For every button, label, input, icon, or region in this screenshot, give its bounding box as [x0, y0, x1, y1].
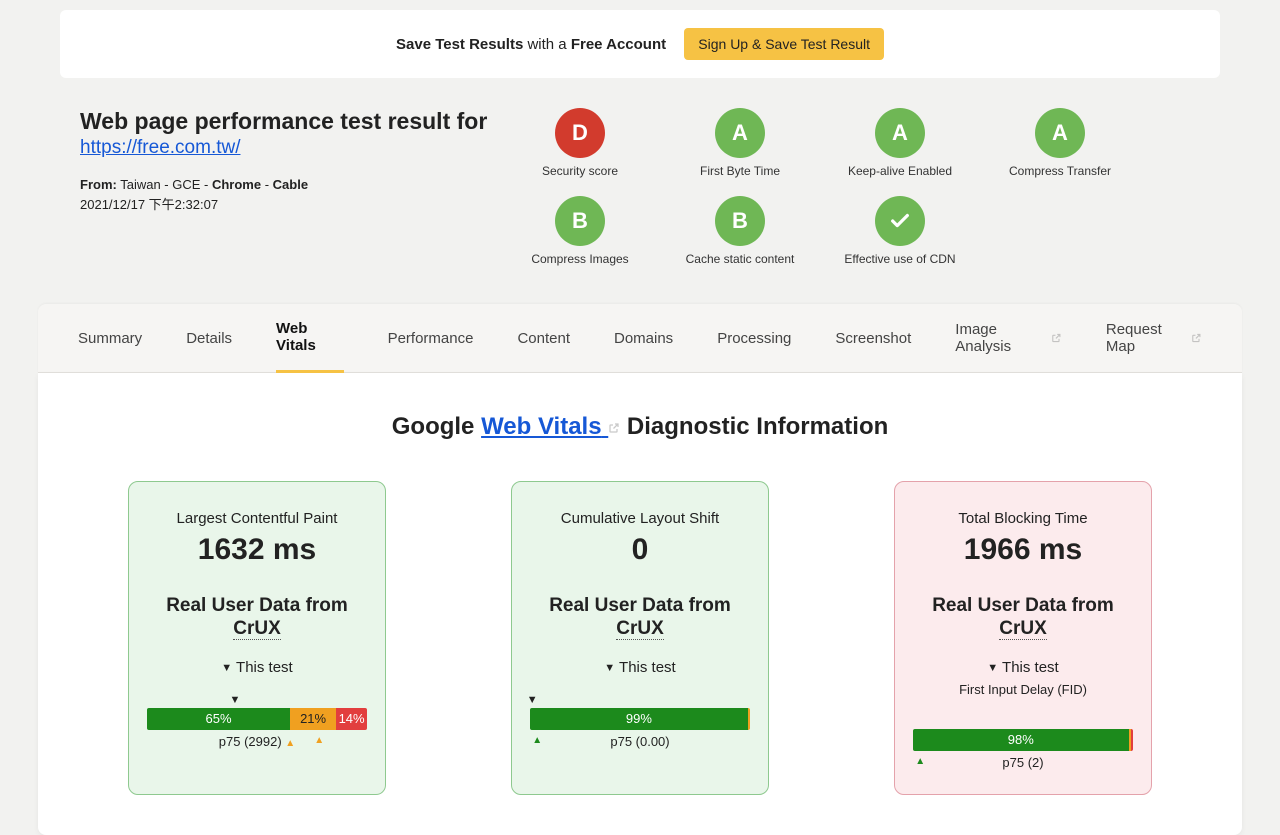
grade-block: B Compress Images — [500, 196, 660, 266]
grade-label: Effective use of CDN — [820, 252, 980, 266]
grade-circle: A — [875, 108, 925, 158]
tab-screenshot[interactable]: Screenshot — [835, 304, 911, 372]
vital-value: 1632 ms — [147, 533, 367, 567]
p75-marker-icon: ▲ — [532, 735, 542, 746]
check-icon — [889, 210, 911, 232]
tab-image-analysis[interactable]: Image Analysis — [955, 304, 1062, 372]
bar-segment: 65% — [147, 708, 290, 730]
this-test-label: ▼ This test — [913, 659, 1133, 676]
vital-card: Largest Contentful Paint 1632 ms Real User… — [128, 481, 386, 795]
test-marker-icon: ▼ — [527, 694, 538, 706]
bar-segment — [748, 708, 750, 730]
grade-block: A Keep-alive Enabled — [820, 108, 980, 178]
external-link-icon — [608, 422, 620, 434]
section-prefix: Google — [392, 413, 481, 440]
distribution-bar: 98% — [913, 729, 1133, 751]
tab-web-vitals[interactable]: Web Vitals — [276, 304, 344, 373]
grade-circle — [875, 196, 925, 246]
grade-block: A First Byte Time — [660, 108, 820, 178]
p75-marker-icon: ▲ — [915, 756, 925, 767]
grade-label: Security score — [500, 164, 660, 178]
section-suffix: Diagnostic Information — [620, 413, 888, 440]
grade-circle: B — [555, 196, 605, 246]
section-title: Google Web Vitals Diagnostic Information — [58, 413, 1222, 441]
grade-circle: B — [715, 196, 765, 246]
this-test-label: ▼ This test — [147, 659, 367, 676]
meta-browser: Chrome — [212, 177, 261, 192]
grade-label: Keep-alive Enabled — [820, 164, 980, 178]
signup-save-button[interactable]: Sign Up & Save Test Result — [684, 28, 884, 60]
tab-domains[interactable]: Domains — [614, 304, 673, 372]
tab-processing[interactable]: Processing — [717, 304, 791, 372]
crux-title: Real User Data fromCrUX — [913, 595, 1133, 641]
meta-from-label: From: — [80, 177, 117, 192]
grade-circle: D — [555, 108, 605, 158]
bar-segment — [1131, 729, 1133, 751]
vital-name: Largest Contentful Paint — [147, 510, 367, 527]
banner-text-1: Save Test Results — [396, 36, 523, 53]
bar-segment: 99% — [530, 708, 748, 730]
marker-row: ▼ — [147, 694, 367, 706]
bar-segment: 14% — [336, 708, 367, 730]
tab-content[interactable]: Content — [517, 304, 570, 372]
test-marker-icon: ▼ — [230, 694, 241, 706]
page-title: Web page performance test result for — [80, 108, 500, 135]
grade-label: Cache static content — [660, 252, 820, 266]
content-panel: Google Web Vitals Diagnostic Information… — [38, 373, 1242, 835]
vital-card: Cumulative Layout Shift 0 Real User Data f… — [511, 481, 769, 795]
this-test-label: ▼ This test — [530, 659, 750, 676]
vital-card: Total Blocking Time 1966 ms Real User Data… — [894, 481, 1152, 795]
grade-block: A Compress Transfer — [980, 108, 1140, 178]
marker-row — [913, 715, 1133, 727]
tested-url-link[interactable]: https://free.com.tw/ — [80, 137, 241, 158]
p75-label: p75 (2992) — [219, 734, 286, 749]
distribution-bar: 65%21%14% — [147, 708, 367, 730]
p75-marker-icon: ▲ — [314, 735, 324, 746]
crux-title: Real User Data fromCrUX — [530, 595, 750, 641]
save-results-banner: Save Test Results with a Free Account Si… — [60, 10, 1220, 78]
grade-circle: A — [715, 108, 765, 158]
crux-title: Real User Data fromCrUX — [147, 595, 367, 641]
grade-label: Compress Images — [500, 252, 660, 266]
bar-segment: 21% — [290, 708, 336, 730]
external-link-icon — [1191, 332, 1202, 344]
web-vitals-link[interactable]: Web Vitals — [481, 413, 620, 440]
tab-request-map[interactable]: Request Map — [1106, 304, 1202, 372]
vital-subnote: First Input Delay (FID) — [913, 682, 1133, 697]
grade-label: First Byte Time — [660, 164, 820, 178]
test-meta: From: Taiwan - GCE - Chrome - Cable — [80, 177, 500, 192]
bar-segment: 98% — [913, 729, 1129, 751]
result-header: Web page performance test result for htt… — [0, 78, 1280, 304]
vital-name: Total Blocking Time — [913, 510, 1133, 527]
p75-row: ▲ p75 (0.00) — [530, 734, 750, 749]
tab-summary[interactable]: Summary — [78, 304, 142, 372]
p75-row: ▲p75 (2992) ▲ — [147, 734, 367, 749]
external-link-icon — [1051, 332, 1062, 344]
vital-name: Cumulative Layout Shift — [530, 510, 750, 527]
p75-row: ▲ p75 (2) — [913, 755, 1133, 770]
tab-details[interactable]: Details — [186, 304, 232, 372]
p75-inline-marker-icon: ▲ — [285, 738, 295, 749]
meta-sep: - — [261, 177, 273, 192]
grade-block: B Cache static content — [660, 196, 820, 266]
distribution-bar: 99% — [530, 708, 750, 730]
vital-value: 1966 ms — [913, 533, 1133, 567]
grade-label: Compress Transfer — [980, 164, 1140, 178]
meta-location: Taiwan - GCE - — [117, 177, 212, 192]
banner-text-3: Free Account — [571, 36, 666, 53]
grades-grid: D Security score A First Byte Time A Keep-ali… — [500, 108, 1200, 284]
vitals-cards-row: Largest Contentful Paint 1632 ms Real User… — [58, 481, 1222, 795]
marker-row: ▼ — [530, 694, 750, 706]
grade-block: Effective use of CDN — [820, 196, 980, 266]
grade-circle: A — [1035, 108, 1085, 158]
p75-label: p75 (0.00) — [610, 734, 669, 749]
meta-connection: Cable — [273, 177, 308, 192]
vital-value: 0 — [530, 533, 750, 567]
test-timestamp: 2021/12/17 下午2:32:07 — [80, 194, 500, 213]
tab-performance[interactable]: Performance — [388, 304, 474, 372]
p75-label: p75 (2) — [1002, 755, 1043, 770]
grade-block: D Security score — [500, 108, 660, 178]
tab-bar: Summary Details Web Vitals Performance Conte… — [38, 304, 1242, 373]
banner-text-2: with a — [523, 36, 571, 53]
